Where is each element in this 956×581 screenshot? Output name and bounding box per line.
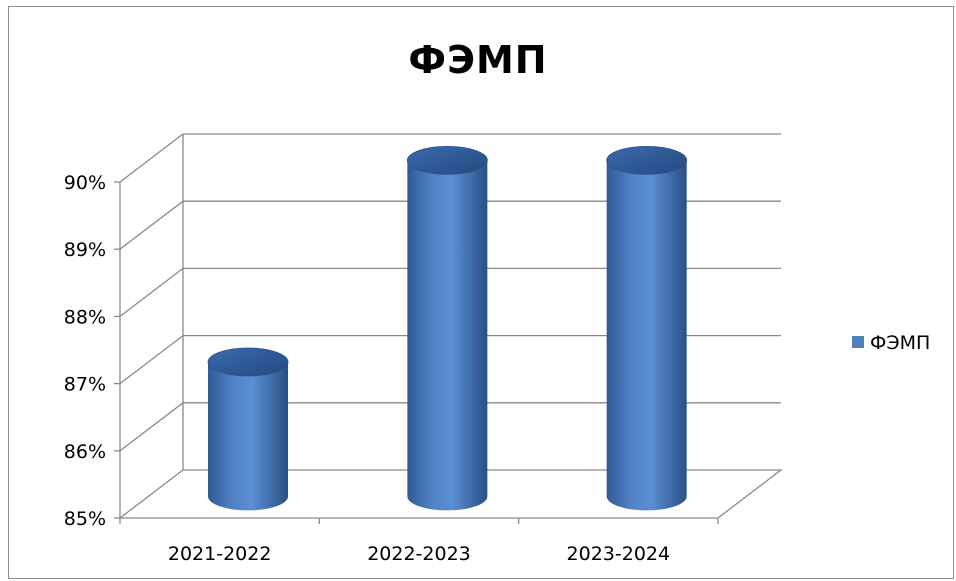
- x-tick-label: 2023-2024: [567, 543, 671, 565]
- side-gridline: [119, 133, 184, 183]
- tick-labels: 85% 86% 87% 88% 89% 90% 2021-2022 2022-2023 2023…: [64, 172, 670, 565]
- legend: ФЭМП: [852, 332, 930, 354]
- bar-body: [407, 160, 488, 511]
- legend-label: ФЭМП: [870, 332, 930, 354]
- side-gridline: [119, 200, 184, 250]
- legend-item: ФЭМП: [852, 332, 930, 354]
- x-tick-label: 2021-2022: [168, 543, 272, 565]
- bar: [207, 347, 289, 511]
- y-tick-label: 90%: [64, 172, 106, 194]
- y-tick-label: 89%: [64, 239, 106, 261]
- y-tick-label: 85%: [64, 508, 106, 530]
- bar-cap: [606, 145, 688, 175]
- y-tick-label: 88%: [64, 306, 106, 328]
- side-gridline: [119, 402, 184, 452]
- bar-body: [208, 362, 289, 511]
- bar-body: [606, 160, 687, 511]
- bar-cap: [406, 145, 488, 175]
- side-gridline: [119, 267, 184, 317]
- side-gridline: [119, 335, 184, 385]
- legend-swatch: [852, 336, 864, 348]
- bar-cap: [207, 347, 289, 377]
- x-tick-label: 2022-2023: [367, 543, 471, 565]
- axes: [114, 134, 783, 524]
- y-tick-label: 87%: [64, 374, 106, 396]
- bars: [207, 145, 688, 511]
- bar: [606, 145, 688, 511]
- bar: [406, 145, 488, 511]
- chart-title: ФЭМП: [408, 38, 548, 82]
- y-tick-label: 86%: [64, 441, 106, 463]
